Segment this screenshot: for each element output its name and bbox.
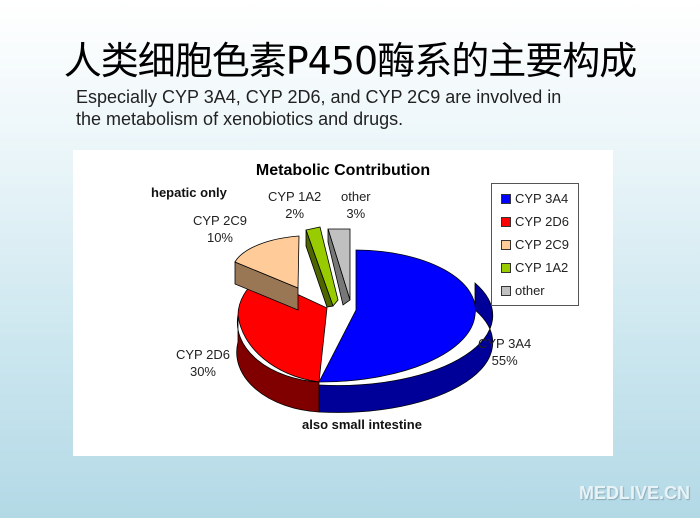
legend-item-cyp2d6: CYP 2D6 [501,214,569,229]
pie-chart: Metabolic Contribution hepatic only CYP … [73,150,613,456]
slide-subtitle: Especially CYP 3A4, CYP 2D6, and CYP 2C9… [76,86,636,130]
legend-item-cyp1a2: CYP 1A2 [501,260,568,275]
chart-legend: CYP 3A4 CYP 2D6 CYP 2C9 CYP 1A2 other [491,183,579,306]
legend-item-other: other [501,283,545,298]
swatch-icon [501,193,511,204]
label-other: other 3% [341,189,371,221]
label-cyp1a2: CYP 1A2 2% [268,189,322,221]
swatch-icon [501,285,511,296]
slide-title: 人类细胞色素P450酶系的主要构成 [63,39,637,83]
legend-item-cyp2c9: CYP 2C9 [501,237,569,252]
subtitle-line-2: the metabolism of xenobiotics and drugs. [76,109,404,129]
swatch-icon [501,239,511,250]
swatch-icon [501,262,511,273]
watermark: MEDLIVE.CN [578,483,690,503]
annotation-hepatic-only: hepatic only [151,185,227,200]
legend-item-cyp3a4: CYP 3A4 [501,191,568,206]
annotation-small-intestine: also small intestine [302,417,422,432]
subtitle-line-1: Especially CYP 3A4, CYP 2D6, and CYP 2C9… [76,87,562,107]
label-cyp2c9: CYP 2C9 10% [193,213,247,245]
chart-title: Metabolic Contribution [255,162,431,179]
label-cyp3a4: CYP 3A4 55% [478,336,532,368]
swatch-icon [501,216,511,227]
pie-graphic [234,226,494,413]
label-cyp2d6: CYP 2D6 30% [176,347,230,379]
